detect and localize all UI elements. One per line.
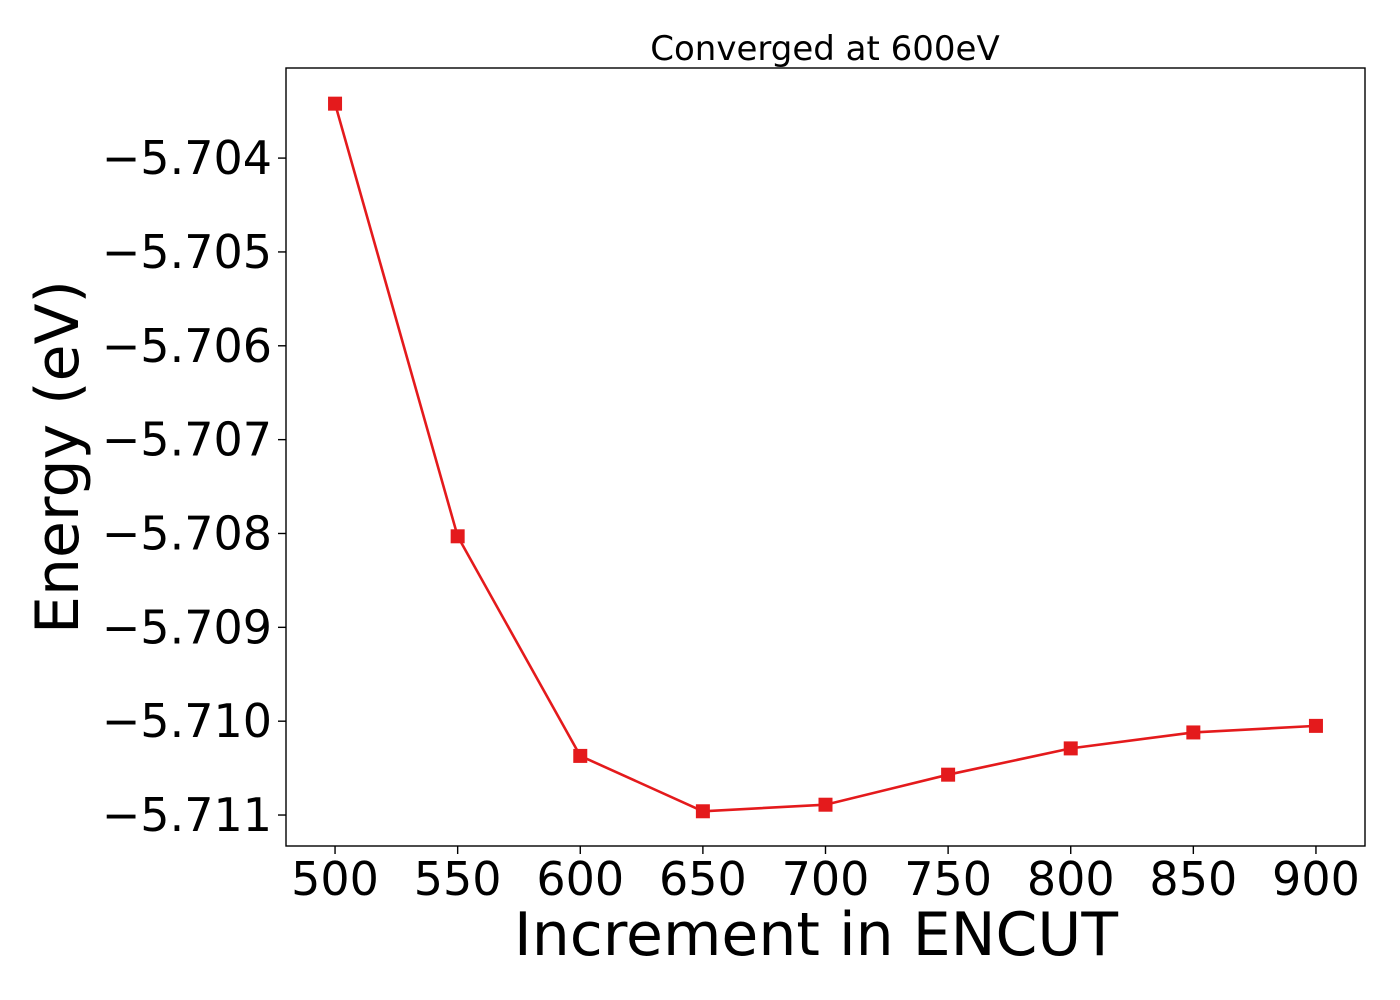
series-line bbox=[333, 103, 1317, 813]
plot-frame bbox=[285, 67, 1366, 847]
y-tick-label: −5.708 bbox=[102, 506, 272, 560]
x-tick-label: 750 bbox=[904, 852, 992, 906]
y-tick-label: −5.704 bbox=[102, 131, 272, 185]
x-tick-label: 700 bbox=[782, 852, 870, 906]
x-tick-label: 550 bbox=[414, 852, 502, 906]
data-point-marker bbox=[328, 96, 343, 111]
data-point-marker bbox=[1186, 725, 1201, 740]
data-point-marker bbox=[450, 529, 465, 544]
x-tick-label: 900 bbox=[1272, 852, 1360, 906]
data-point-marker bbox=[1308, 718, 1323, 733]
y-tick-label: −5.705 bbox=[102, 225, 272, 279]
data-point-marker bbox=[818, 797, 833, 812]
y-tick-label: −5.711 bbox=[102, 788, 272, 842]
x-tick-label: 650 bbox=[659, 852, 747, 906]
plot-area: 500 550 600 650 700 750 800 850 900 −5.704 −5.705 −… bbox=[102, 67, 1366, 906]
x-axis-label: Increment in ENCUT bbox=[514, 900, 1118, 970]
y-tick-label: −5.709 bbox=[102, 600, 272, 654]
data-point-marker bbox=[695, 804, 710, 819]
y-axis-label: Energy (eV) bbox=[23, 280, 93, 634]
x-tick-label: 600 bbox=[536, 852, 624, 906]
x-tick-label: 850 bbox=[1149, 852, 1237, 906]
y-tick-label: −5.706 bbox=[102, 319, 272, 373]
chart-title: Converged at 600eV bbox=[650, 29, 999, 69]
data-point-marker bbox=[573, 748, 588, 763]
x-tick-label: 500 bbox=[291, 852, 379, 906]
data-point-marker bbox=[941, 767, 956, 782]
x-tick-label: 800 bbox=[1027, 852, 1115, 906]
y-tick-label: −5.707 bbox=[102, 413, 272, 467]
y-tick-label: −5.710 bbox=[102, 694, 272, 748]
data-point-marker bbox=[1063, 741, 1078, 756]
